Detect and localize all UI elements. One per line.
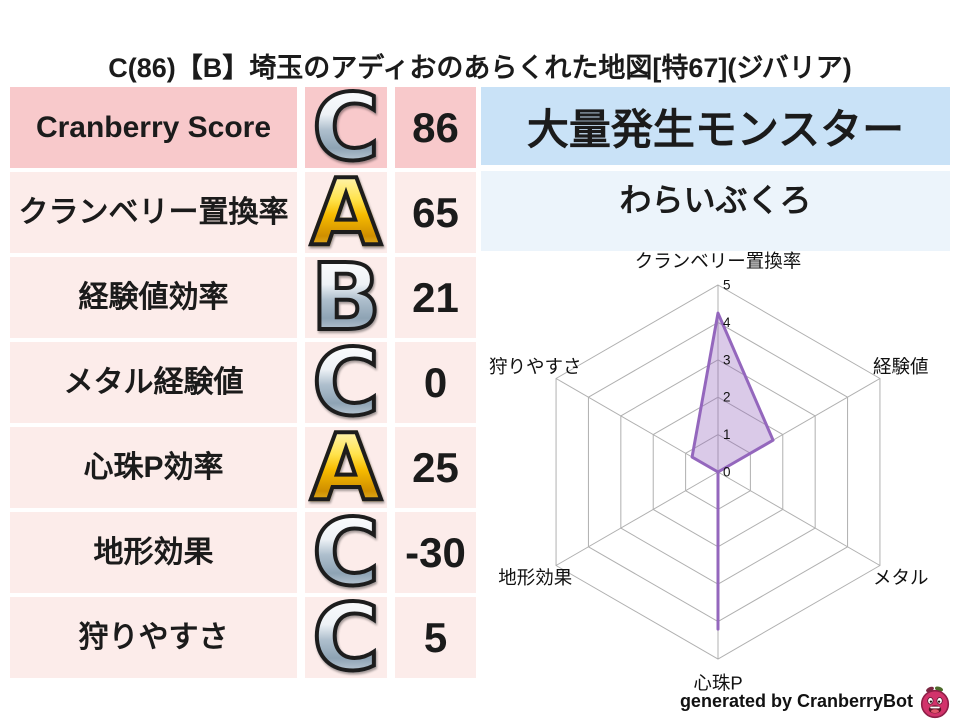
radar-category-label: メタル: [873, 567, 929, 588]
stat-value: -30: [395, 512, 476, 593]
grade-letter: C: [310, 328, 382, 436]
stat-label: 心珠P効率: [10, 427, 297, 508]
stat-value: 86: [395, 87, 476, 168]
radar-category-label: 経験値: [873, 356, 929, 377]
page-title: C(86)【B】埼玉のアディおのあらくれた地図[特67](ジバリア): [108, 53, 852, 83]
radar-category-label: 心珠P: [693, 673, 742, 694]
stats-table: Cranberry Score C 86 クランベリー置換率 A 65 経験値効率 B 21 メタ…: [10, 79, 476, 685]
stat-value: 21: [395, 257, 476, 338]
stat-label: 地形効果: [10, 512, 297, 593]
radar-axis-spoke: [555, 471, 719, 566]
stat-label: メタル経験値: [10, 342, 297, 423]
grade-letter: B: [309, 243, 383, 351]
stat-label: 狩りやすさ: [10, 597, 297, 678]
grade-cell: C: [305, 504, 387, 600]
grade-cell: C: [305, 334, 387, 430]
radar-axis-spoke: [717, 471, 881, 566]
grade-cell: A: [305, 164, 387, 260]
stat-value: 5: [395, 597, 476, 678]
stat-label: Cranberry Score: [10, 87, 297, 168]
grade-letter: C: [310, 73, 382, 181]
stat-label: 経験値効率: [10, 257, 297, 338]
radar-category-label: クランベリー置換率: [635, 251, 802, 272]
radar-tick-label: 3: [723, 352, 731, 367]
grade-letter: C: [310, 498, 382, 606]
grade-cell: C: [305, 79, 387, 175]
cranberry-bot-icon: [920, 685, 950, 718]
radar-category-label: 狩りやすさ: [489, 356, 582, 377]
grade-cell: B: [305, 249, 387, 345]
grade-letter: A: [308, 413, 383, 521]
grade-cell: A: [305, 419, 387, 515]
mass-outbreak-monster-header: 大量発生モンスター: [481, 87, 950, 165]
radar-tick-label: 4: [723, 315, 731, 330]
footer-credit: generated by CranberryBot: [679, 690, 913, 711]
radar-data-polygon: [690, 311, 775, 631]
radar-tick-label: 0: [723, 465, 731, 480]
radar-tick-label: 1: [723, 427, 731, 442]
monster-name: わらいぶくろ: [481, 171, 950, 251]
stat-value: 25: [395, 427, 476, 508]
radar-tick-label: 5: [723, 278, 731, 293]
radar-category-label: 地形効果: [498, 567, 572, 588]
stat-value: 65: [395, 172, 476, 253]
stat-value: 0: [395, 342, 476, 423]
footer: generated by CranberryBot: [0, 683, 952, 719]
grade-cell: C: [305, 589, 387, 685]
radar-tick-label: 2: [723, 390, 731, 405]
grade-letter: C: [310, 583, 382, 691]
grade-letter: A: [308, 158, 383, 266]
stat-label: クランベリー置換率: [10, 172, 297, 253]
